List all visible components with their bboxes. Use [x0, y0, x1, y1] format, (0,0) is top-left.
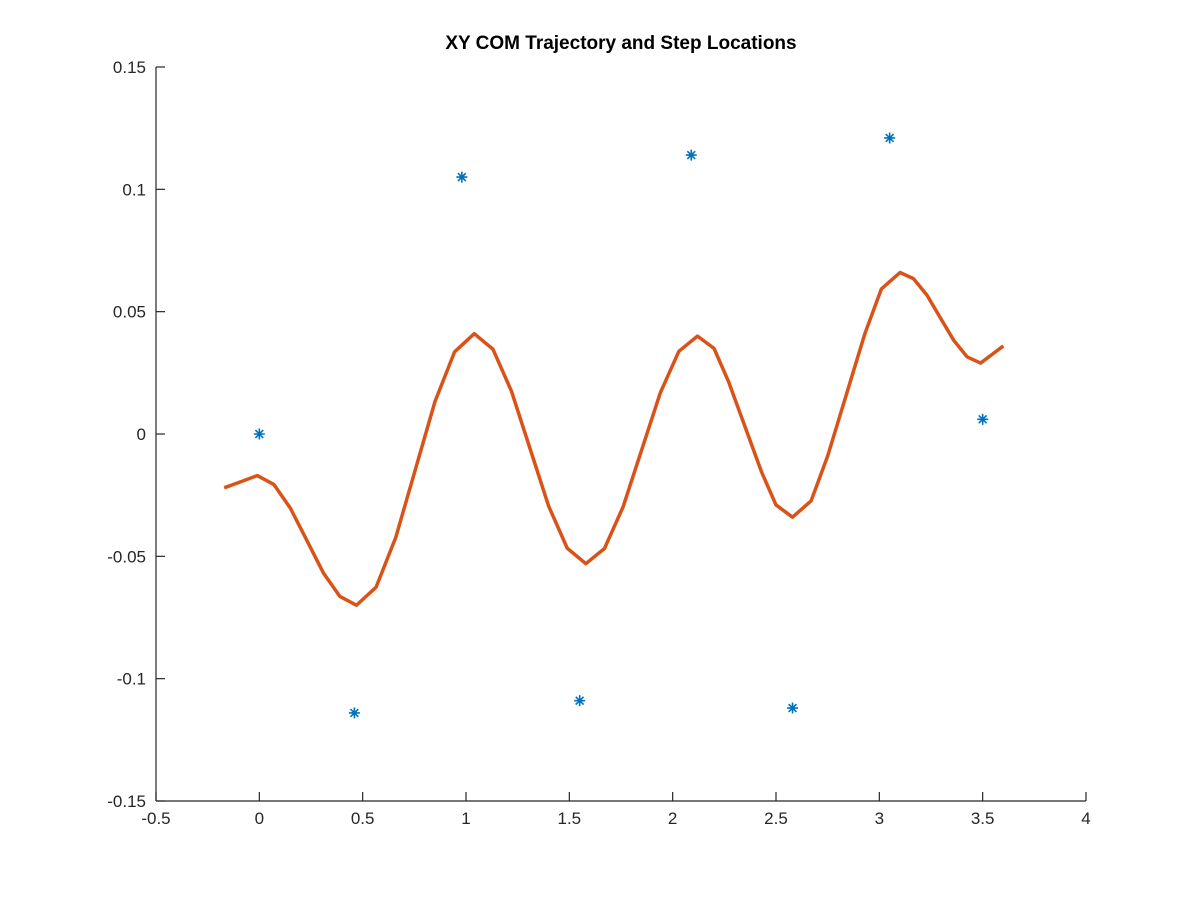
step-marker	[456, 171, 468, 183]
y-tick-label: 0.05	[113, 303, 146, 322]
step-marker	[253, 428, 265, 440]
step-marker	[977, 413, 989, 425]
x-tick-label: 2.5	[764, 809, 788, 828]
step-marker	[787, 702, 799, 714]
x-tick-label: 1.5	[558, 809, 582, 828]
chart-title: XY COM Trajectory and Step Locations	[445, 33, 796, 54]
x-tick-label: 0	[255, 809, 264, 828]
x-tick-label: 4	[1081, 809, 1090, 828]
x-tick-label: 2	[668, 809, 677, 828]
x-tick-label: 0.5	[351, 809, 375, 828]
x-tick-label: 3	[875, 809, 884, 828]
step-marker	[348, 707, 360, 719]
y-tick-label: 0	[137, 425, 146, 444]
y-tick-label: 0.1	[122, 180, 146, 199]
x-tick-label: -0.5	[141, 809, 170, 828]
y-tick-label: -0.1	[117, 670, 146, 689]
step-marker	[574, 695, 586, 707]
x-tick-label: 1	[461, 809, 470, 828]
step-marker	[685, 149, 697, 161]
com-trajectory	[223, 270, 1005, 608]
y-tick-label: -0.15	[107, 792, 146, 811]
step-marker	[884, 132, 896, 144]
x-tick-label: 3.5	[971, 809, 995, 828]
y-tick-label: 0.15	[113, 58, 146, 77]
y-tick-label: -0.05	[107, 547, 146, 566]
